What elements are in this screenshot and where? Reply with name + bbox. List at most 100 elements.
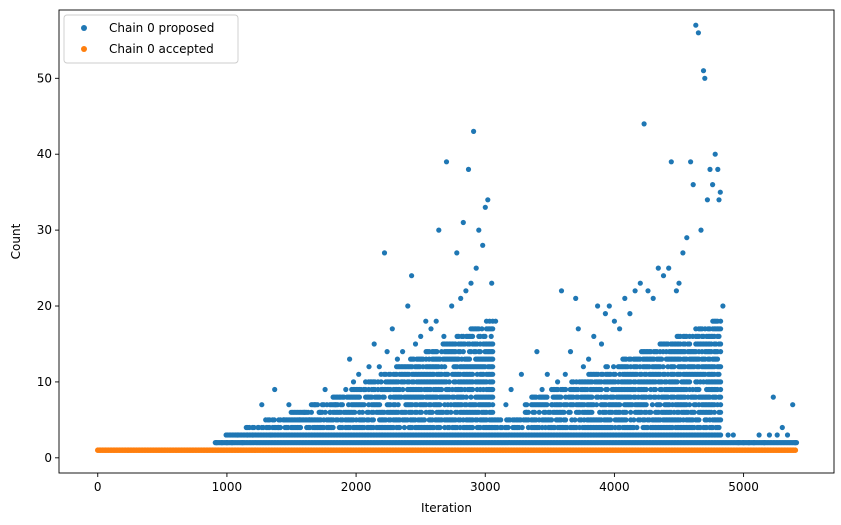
proposed-dense-point [671, 364, 677, 370]
y-tick-label: 40 [37, 147, 52, 161]
proposed-point [338, 394, 344, 400]
proposed-point [684, 235, 690, 241]
proposed-point [356, 371, 362, 377]
proposed-point [272, 386, 278, 393]
x-tick-label: 3000 [470, 480, 501, 494]
proposed-point [454, 250, 460, 256]
proposed-dense-point [361, 402, 367, 408]
proposed-point [717, 189, 723, 195]
proposed-point [296, 417, 302, 423]
proposed-dense-point [429, 409, 435, 415]
y-tick-label: 10 [37, 375, 52, 389]
proposed-dense-point [718, 386, 724, 393]
proposed-dense-point [448, 409, 454, 415]
proposed-dense-point [490, 356, 496, 362]
proposed-point [307, 417, 313, 423]
proposed-point [343, 386, 349, 393]
proposed-point [255, 424, 261, 431]
proposed-dense-point [356, 394, 362, 400]
proposed-point [350, 379, 357, 385]
proposed-point [549, 402, 556, 408]
proposed-dense-point [567, 409, 573, 415]
proposed-point [463, 288, 469, 294]
proposed-dense-point [687, 402, 693, 408]
proposed-point [412, 341, 419, 347]
proposed-point [611, 318, 618, 324]
proposed-dense-point [445, 371, 451, 377]
proposed-dense-point [401, 424, 407, 431]
proposed-point [555, 379, 561, 385]
proposed-point [263, 417, 269, 423]
proposed-dense-point [352, 409, 358, 415]
x-tick-label: 2000 [341, 480, 372, 494]
proposed-dense-point [687, 379, 693, 385]
accepted-point [792, 447, 799, 454]
proposed-point [666, 265, 672, 271]
proposed-dense-point [532, 409, 538, 415]
proposed-point [637, 280, 643, 286]
proposed-dense-point [623, 409, 629, 415]
proposed-dense-point [687, 341, 693, 347]
proposed-dense-point [381, 394, 387, 400]
proposed-dense-point [657, 402, 663, 408]
proposed-dense-point [549, 417, 555, 423]
proposed-dense-point [370, 417, 376, 423]
proposed-point [229, 440, 235, 446]
proposed-point [428, 326, 434, 332]
proposed-dense-point [434, 349, 440, 355]
proposed-dense-point [477, 349, 483, 355]
proposed-point [465, 166, 472, 172]
proposed-dense-point [561, 409, 567, 415]
proposed-dense-point [470, 333, 476, 339]
proposed-dense-point [634, 424, 640, 431]
proposed-point [327, 409, 333, 415]
proposed-point [704, 197, 711, 203]
proposed-point [622, 295, 628, 301]
proposed-dense-point [660, 364, 666, 370]
proposed-dense-point [612, 371, 618, 377]
proposed-point [245, 432, 251, 438]
proposed-dense-point [718, 432, 724, 438]
proposed-point [276, 424, 282, 431]
proposed-dense-point [482, 333, 488, 339]
proposed-point [751, 440, 757, 446]
proposed-dense-point [271, 417, 277, 423]
proposed-point [224, 440, 230, 446]
proposed-point [720, 303, 726, 309]
x-tick-label: 5000 [728, 480, 759, 494]
proposed-point [766, 432, 773, 438]
proposed-point [591, 333, 597, 339]
proposed-dense-point [490, 379, 496, 385]
proposed-dense-point [463, 394, 469, 400]
proposed-dense-point [536, 409, 542, 415]
proposed-point [735, 440, 742, 446]
proposed-point [493, 318, 499, 324]
proposed-dense-point [439, 386, 445, 393]
proposed-point [347, 356, 353, 362]
proposed-dense-point [598, 386, 604, 393]
proposed-dense-point [339, 402, 345, 408]
proposed-point [655, 265, 661, 271]
proposed-dense-point [421, 417, 428, 423]
proposed-point [784, 432, 791, 438]
proposed-point [690, 182, 696, 188]
proposed-dense-point [490, 341, 496, 347]
proposed-dense-point [718, 318, 724, 324]
proposed-point [698, 227, 704, 233]
proposed-point [544, 371, 550, 377]
proposed-dense-point [490, 349, 496, 355]
proposed-point [539, 386, 545, 393]
proposed-dense-point [418, 409, 424, 415]
proposed-dense-point [718, 326, 724, 332]
proposed-dense-point [490, 402, 496, 408]
proposed-point [508, 386, 514, 393]
proposed-point [575, 326, 581, 332]
proposed-point [673, 288, 680, 294]
proposed-point [268, 432, 274, 438]
proposed-point [480, 242, 486, 248]
proposed-dense-point [716, 424, 722, 431]
proposed-point [482, 204, 488, 210]
proposed-dense-point [490, 409, 496, 415]
proposed-point [645, 288, 651, 294]
